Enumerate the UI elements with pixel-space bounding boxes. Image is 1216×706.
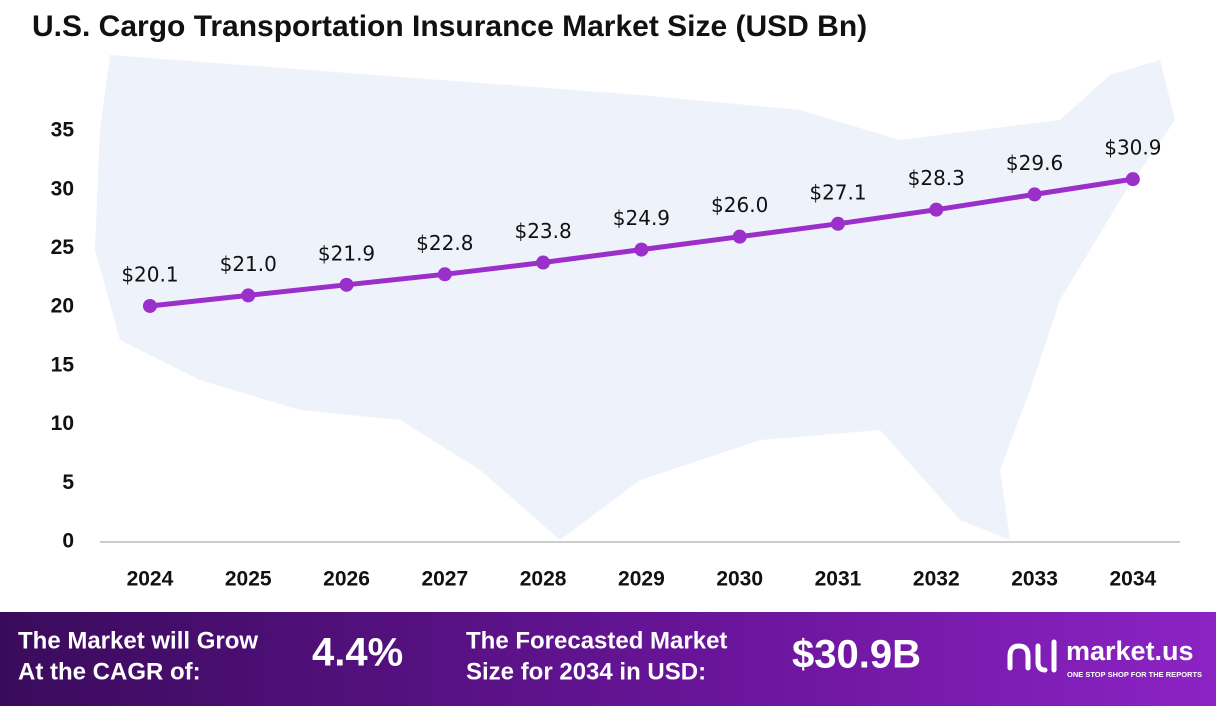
map-background: [95, 55, 1175, 540]
data-point: [732, 229, 747, 244]
data-point: [1125, 172, 1140, 187]
data-label: $21.0: [220, 252, 277, 276]
data-label: $30.9: [1104, 136, 1161, 160]
logo-icon: [1007, 639, 1057, 673]
y-tick-label: 35: [51, 119, 75, 142]
y-tick-label: 10: [51, 412, 74, 435]
cagr-label: At the CAGR of:: [18, 658, 201, 685]
x-tick-label: 2025: [225, 568, 272, 591]
data-point: [536, 255, 551, 270]
cagr-value: 4.4%: [312, 631, 403, 675]
data-label: $28.3: [908, 166, 965, 190]
data-point: [437, 267, 452, 282]
data-point: [634, 242, 649, 257]
data-point: [339, 277, 354, 292]
data-label: $21.9: [318, 241, 375, 265]
tagline: ONE STOP SHOP FOR THE REPORTS: [1067, 670, 1202, 679]
y-tick-label: 20: [51, 295, 74, 318]
forecast-label: Size for 2034 in USD:: [466, 658, 706, 685]
footer-band: [0, 612, 1216, 706]
data-label: $26.0: [711, 193, 768, 217]
y-tick-label: 25: [51, 236, 75, 259]
data-point: [1027, 187, 1042, 202]
x-tick-label: 2026: [323, 568, 370, 591]
y-tick-label: 15: [51, 353, 75, 376]
chart-title: U.S. Cargo Transportation Insurance Mark…: [32, 10, 867, 43]
brand: market.us: [1066, 636, 1194, 666]
x-tick-label: 2030: [716, 568, 763, 591]
x-tick-label: 2032: [913, 568, 960, 591]
x-tick-label: 2029: [618, 568, 665, 591]
data-point: [142, 298, 157, 313]
data-label: $20.1: [121, 262, 178, 286]
forecast-label: The Forecasted Market: [466, 627, 727, 654]
data-label: $24.9: [613, 206, 670, 230]
forecast-value: $30.9B: [792, 633, 921, 677]
data-point: [830, 216, 845, 231]
data-label: $27.1: [809, 180, 866, 204]
x-tick-label: 2033: [1011, 568, 1058, 591]
x-tick-label: 2027: [421, 568, 468, 591]
data-label: $29.6: [1006, 151, 1063, 175]
data-point: [929, 202, 944, 217]
y-tick-label: 30: [51, 177, 74, 200]
x-tick-label: 2028: [520, 568, 567, 591]
y-tick-label: 0: [62, 530, 74, 553]
data-label: $23.8: [514, 219, 571, 243]
data-point: [241, 288, 256, 303]
y-tick-label: 5: [62, 471, 74, 494]
x-tick-label: 2024: [127, 568, 174, 591]
cagr-label: The Market will Grow: [18, 627, 258, 654]
data-label: $22.8: [416, 231, 473, 255]
x-tick-label: 2034: [1109, 568, 1156, 591]
x-tick-label: 2031: [815, 568, 862, 591]
